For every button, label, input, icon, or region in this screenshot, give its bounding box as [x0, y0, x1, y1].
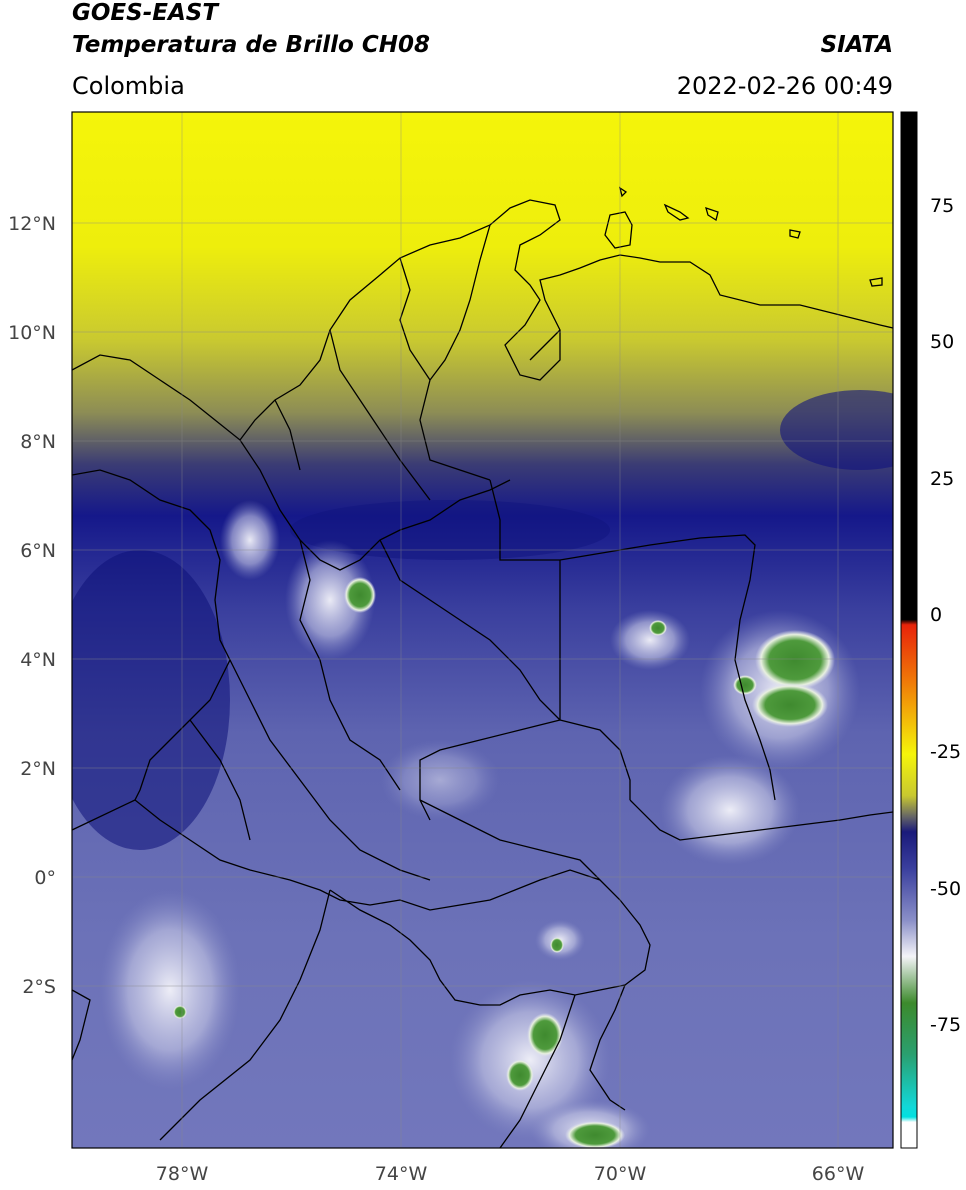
coastlines-and-borders	[72, 186, 893, 1148]
product-title: Temperatura de Brillo CH08	[72, 32, 430, 58]
lat-tick: 2°N	[20, 758, 56, 780]
lat-tick: 6°N	[20, 540, 56, 562]
lon-tick: 74°W	[375, 1163, 428, 1185]
colorbar-tick-labels: 75 50 25 0 -25 -50 -75	[930, 195, 961, 1036]
region-label: Colombia	[72, 72, 185, 100]
lat-tick: 10°N	[8, 322, 56, 344]
colorbar-tick: 25	[930, 468, 954, 490]
lon-tick: 70°W	[594, 1163, 647, 1185]
satellite-title: GOES-EAST	[72, 0, 219, 26]
colorbar-tick: 75	[930, 195, 954, 217]
colorbar-tick: -75	[930, 1014, 961, 1036]
colorbar-tick: -50	[930, 878, 961, 900]
lat-tick: 0°	[34, 867, 56, 889]
lat-tick-labels: 12°N 10°N 8°N 6°N 4°N 2°N 0° 2°S	[8, 213, 56, 998]
lat-tick: 4°N	[20, 649, 56, 671]
datetime-label: 2022-02-26 00:49	[676, 72, 893, 100]
lat-tick: 12°N	[8, 213, 56, 235]
graticule	[72, 112, 893, 1148]
colorbar-tick: -25	[930, 741, 961, 763]
lat-tick: 8°N	[20, 431, 56, 453]
map-frame	[71, 111, 894, 1149]
colorbar-tick: 0	[930, 604, 942, 626]
lon-tick-labels: 78°W 74°W 70°W 66°W	[156, 1163, 865, 1185]
source-label: SIATA	[820, 32, 893, 58]
brightness-temperature-field	[72, 112, 893, 1148]
lat-tick: 2°S	[22, 976, 56, 998]
lon-tick: 66°W	[812, 1163, 865, 1185]
colorbar-tick: 50	[930, 331, 954, 353]
colorbar	[900, 111, 918, 1149]
lon-tick: 78°W	[156, 1163, 209, 1185]
